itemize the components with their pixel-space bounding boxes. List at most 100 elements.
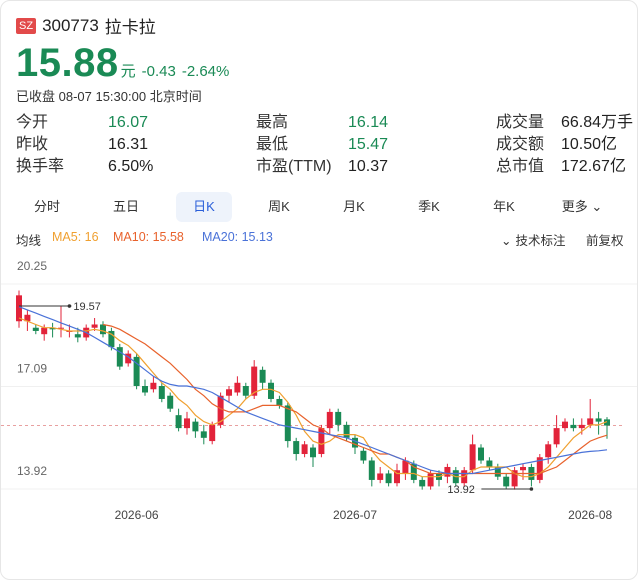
candle-body <box>49 327 56 330</box>
y-tick-label: 17.09 <box>17 362 47 376</box>
stat-item: 成交量 66.84万手 <box>496 113 633 133</box>
candle-body <box>318 428 325 455</box>
candle-body <box>234 382 241 393</box>
candle-body <box>587 418 594 425</box>
candle-body <box>494 466 501 477</box>
candle-body <box>217 395 224 425</box>
candle-body <box>226 389 232 396</box>
candle-body <box>310 447 316 458</box>
tab-period[interactable]: 日K <box>176 192 232 222</box>
stat-label: 昨收 <box>16 136 49 153</box>
candle-body <box>133 356 140 387</box>
stock-code: 300773 <box>42 15 99 35</box>
candle-body <box>91 324 98 328</box>
tab-period[interactable]: 月K <box>326 192 382 222</box>
candle-body <box>100 324 106 335</box>
stat-value: 16.07 <box>108 114 149 131</box>
tab-label: 周K <box>268 199 290 214</box>
candle-body <box>553 428 560 445</box>
candle-body <box>58 327 64 329</box>
candle-body <box>335 411 342 425</box>
tab-period[interactable]: 季K <box>401 192 457 222</box>
exchange-badge: SZ <box>16 17 37 34</box>
x-tick-label: 2026-07 <box>333 508 377 522</box>
stat-label: 今开 <box>16 114 49 131</box>
stat-value: 10.50亿 <box>561 136 618 153</box>
candle-body <box>142 386 148 393</box>
kline-chart[interactable]: 20.25 17.09 13.92 19.57 13.92 2026-06 2026-07 2… <box>1 251 637 579</box>
stat-value: 15.47 <box>348 136 389 153</box>
candle-body <box>301 444 308 455</box>
tab-more[interactable]: 更多 ⌄ <box>554 192 610 222</box>
tab-label: 更多 <box>561 199 588 214</box>
ma10-line <box>102 323 608 475</box>
candle-body <box>175 415 182 429</box>
tab-label: 月K <box>343 199 365 214</box>
candle-body <box>326 411 333 429</box>
candle-body <box>469 444 476 471</box>
candle-body <box>427 473 434 487</box>
stat-label: 换手率 <box>16 158 65 175</box>
chevron-down-icon: ⌄ <box>587 199 603 214</box>
ma5-line <box>18 317 608 478</box>
ma-label: 均线 <box>16 234 42 248</box>
stat-value: 16.14 <box>348 114 389 131</box>
stat-item: 市盈(TTM) 10.37 <box>256 157 388 177</box>
tab-label: 季K <box>418 199 440 214</box>
tech-annotation-label: 技术标注 <box>515 234 566 248</box>
tab-period[interactable]: 分时 <box>19 192 75 222</box>
tab-period[interactable]: 五日 <box>98 192 154 222</box>
candle-body <box>16 295 22 322</box>
tech-annotation-toggle[interactable]: ⌄ 技术标注 <box>501 230 566 249</box>
candle-body <box>41 327 48 335</box>
low-marker-dot <box>529 487 534 491</box>
candle-body <box>478 447 484 461</box>
candle-body <box>604 419 610 426</box>
stat-label: 成交额 <box>496 136 545 153</box>
candle-body <box>394 470 400 484</box>
stat-item: 今开 16.07 <box>16 113 149 133</box>
candle-body <box>284 405 291 442</box>
candle-body <box>209 424 216 442</box>
candle-body <box>116 347 123 367</box>
candle-body <box>385 473 392 484</box>
candle-body <box>562 421 568 429</box>
ma-legend: 均线 MA5: 16 MA10: 15.58 MA20: 15.13 ⌄ 技术标注… <box>16 230 626 248</box>
stock-name: 拉卡拉 <box>104 18 156 37</box>
ma20-line <box>18 306 608 475</box>
current-price: 15.88 <box>16 41 119 85</box>
stat-label: 成交量 <box>496 114 545 131</box>
tab-label: 五日 <box>112 199 139 214</box>
candle-body <box>259 369 266 383</box>
ma20-value: MA20: 15.13 <box>202 230 273 244</box>
candle-body <box>125 353 132 364</box>
stat-item: 最低 15.47 <box>256 135 389 155</box>
candle-body <box>167 395 174 409</box>
candle-body <box>24 314 31 322</box>
stat-label: 最低 <box>256 136 289 153</box>
candle-body <box>570 424 577 429</box>
candle-body <box>32 327 39 331</box>
candle-body <box>276 398 283 406</box>
tab-period[interactable]: 周K <box>251 192 307 222</box>
candle-body <box>242 386 249 396</box>
price-change-pct: -2.64% <box>181 63 230 80</box>
y-tick-label: 13.92 <box>17 464 47 478</box>
price-change: -0.43 <box>141 63 176 80</box>
candle-body <box>268 382 274 399</box>
stat-item: 昨收 16.31 <box>16 135 148 155</box>
candle-body <box>402 460 409 474</box>
candle-body <box>545 444 552 458</box>
candle-body <box>595 418 602 422</box>
x-tick-label: 2026-08 <box>568 508 612 522</box>
stat-label: 总市值 <box>496 158 545 175</box>
candle-body <box>511 470 518 487</box>
stat-item: 成交额 10.50亿 <box>496 135 626 155</box>
candle-body <box>158 386 165 399</box>
candle-body <box>108 330 115 348</box>
candle-body <box>200 431 207 438</box>
stat-value: 6.50% <box>108 158 154 175</box>
tab-period[interactable]: 年K <box>476 192 532 222</box>
adjust-selector[interactable]: 前复权 <box>586 234 624 248</box>
